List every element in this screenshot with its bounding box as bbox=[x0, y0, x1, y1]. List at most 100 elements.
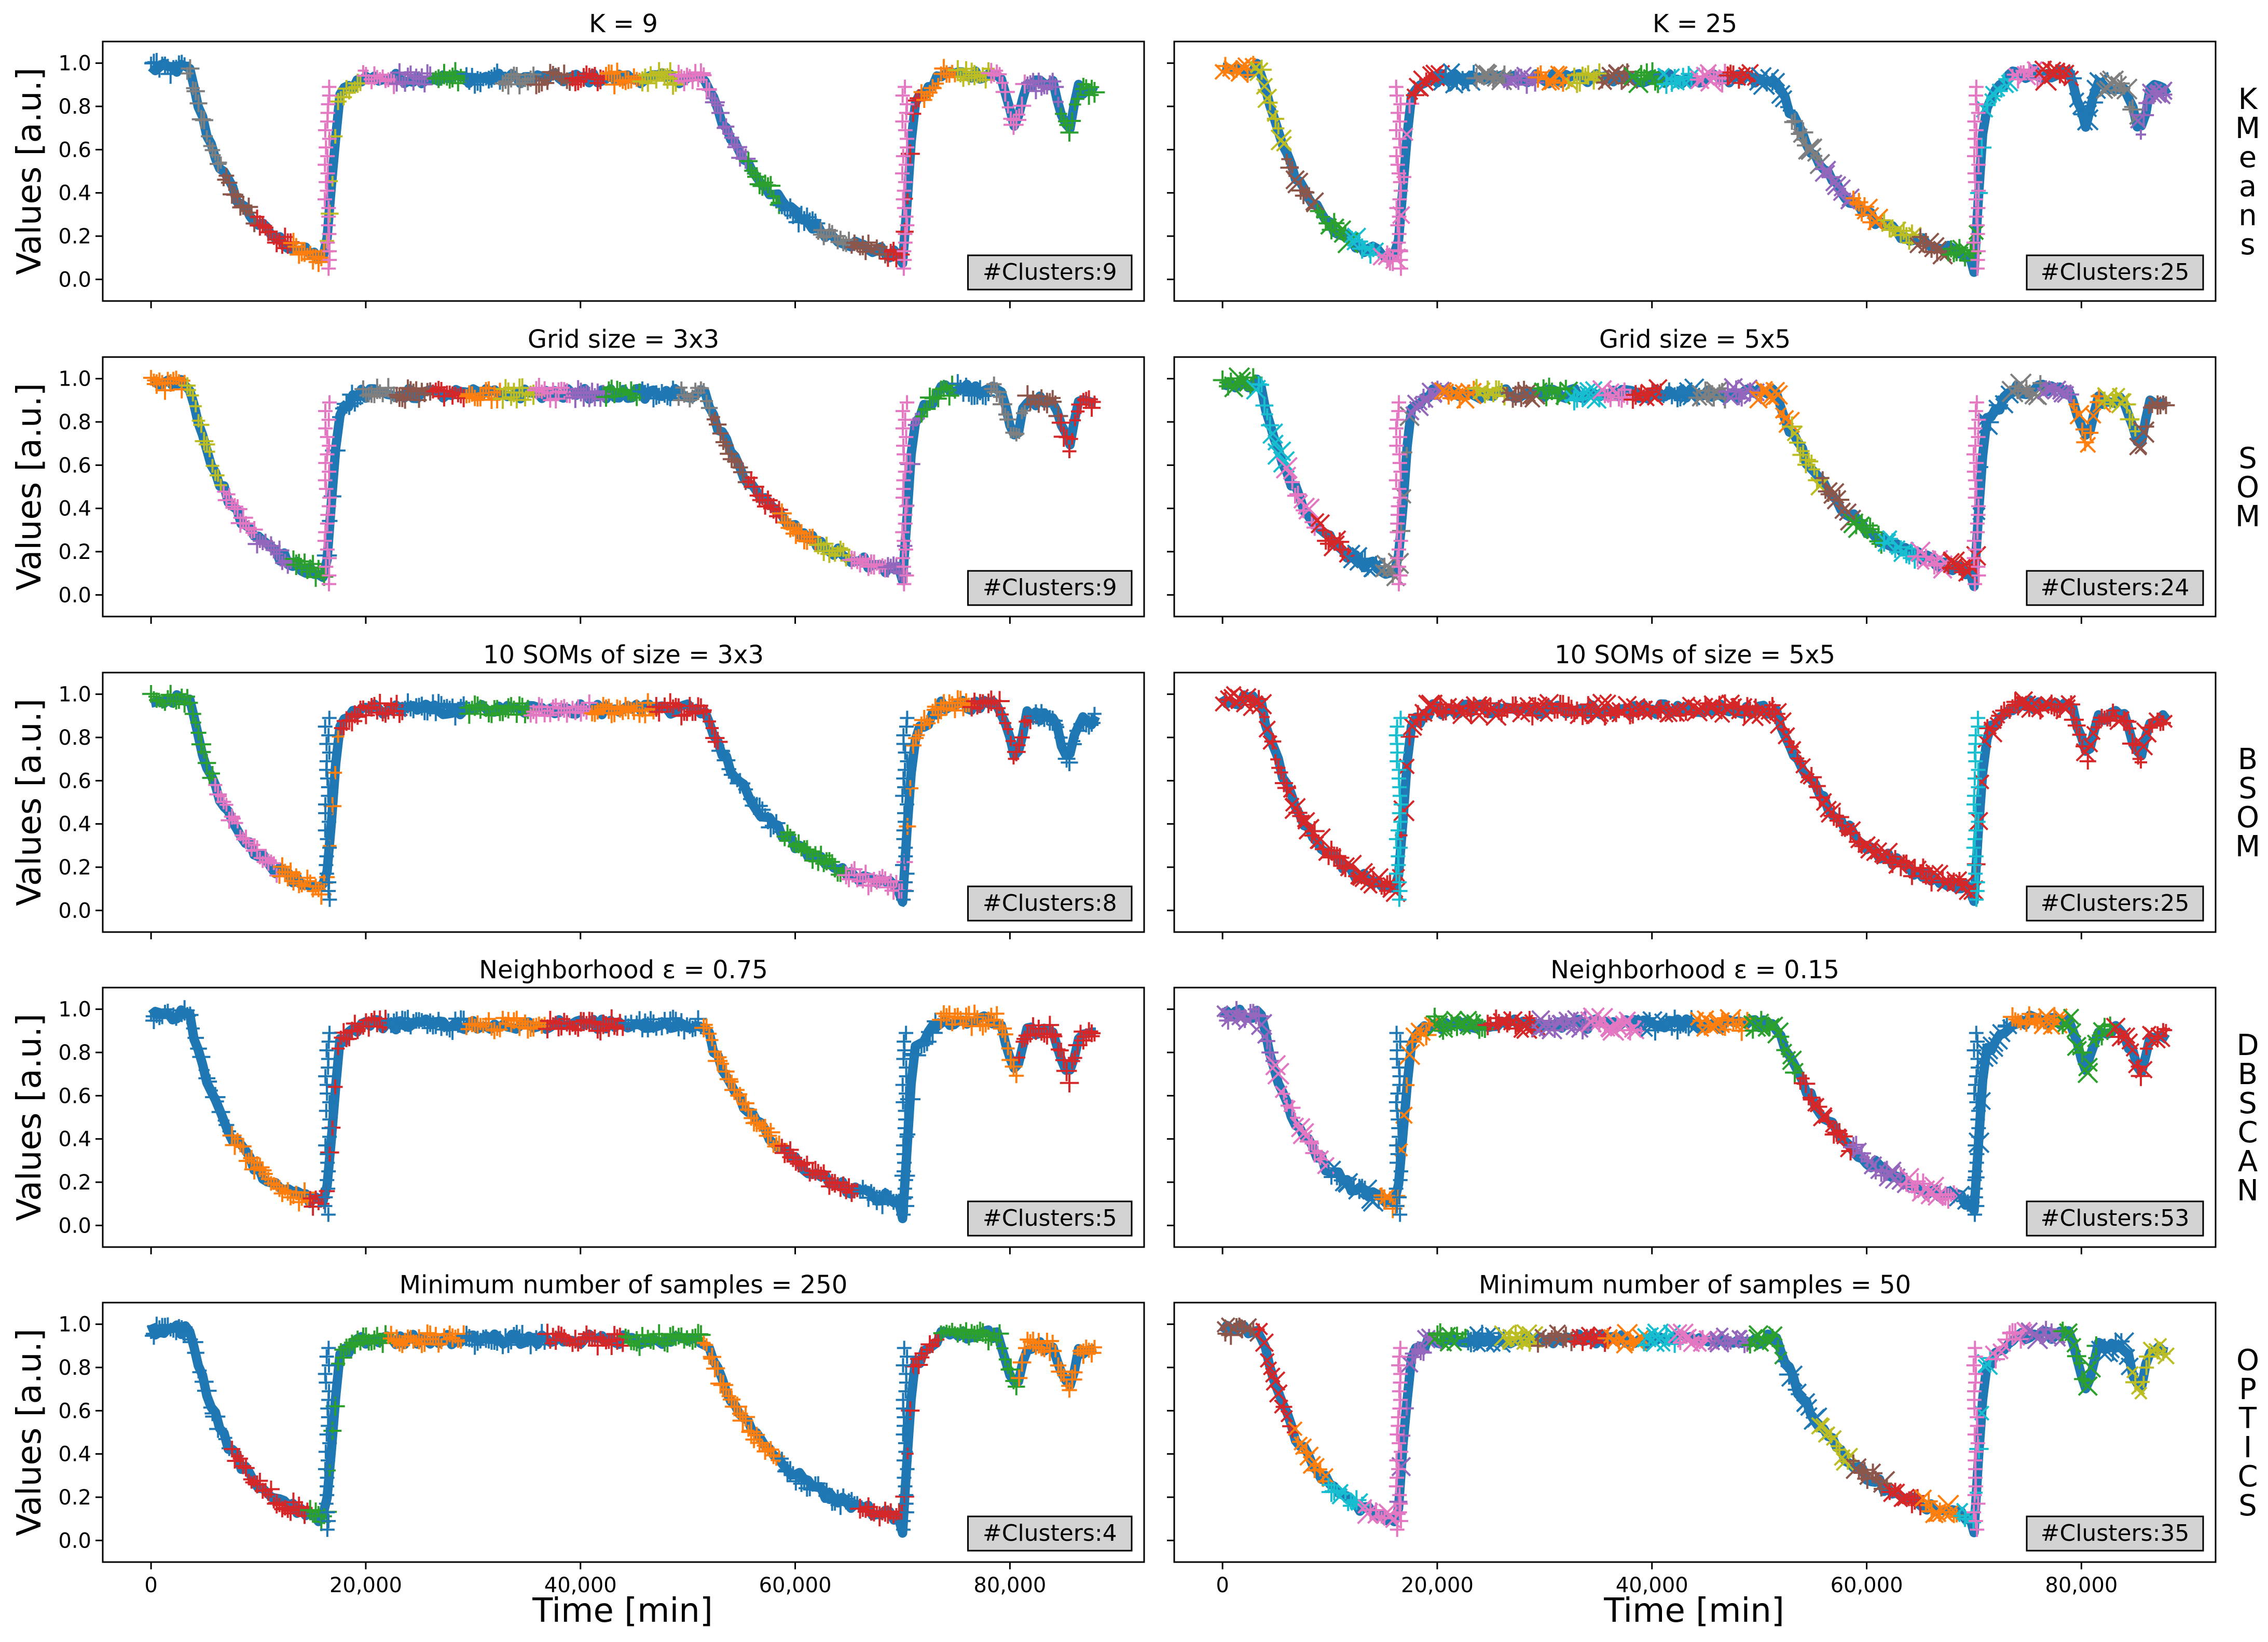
data-point bbox=[1969, 849, 1984, 864]
data-point bbox=[1771, 1339, 1784, 1352]
data-point bbox=[1393, 533, 1408, 549]
data-point bbox=[1393, 114, 1408, 129]
data-point bbox=[1970, 1198, 1985, 1213]
data-point bbox=[186, 82, 205, 101]
data-point bbox=[717, 1058, 730, 1070]
scatter-points bbox=[144, 52, 1105, 276]
data-point bbox=[1283, 785, 1296, 798]
data-point bbox=[2123, 722, 2137, 735]
data-point bbox=[896, 728, 911, 743]
data-point bbox=[320, 1146, 335, 1161]
panel-title: Grid size = 3x3 bbox=[528, 325, 719, 354]
data-point bbox=[682, 392, 697, 408]
data-point bbox=[691, 63, 711, 83]
data-point bbox=[1355, 1181, 1374, 1200]
data-point bbox=[1700, 70, 1722, 92]
data-point bbox=[1971, 559, 1986, 574]
data-point bbox=[778, 1463, 791, 1476]
data-point bbox=[197, 1381, 217, 1401]
data-point bbox=[1255, 396, 1274, 415]
data-point bbox=[1299, 1132, 1319, 1151]
data-point bbox=[1249, 690, 1268, 708]
data-point bbox=[779, 824, 795, 840]
data-point bbox=[798, 840, 817, 859]
data-point bbox=[810, 845, 831, 866]
data-point bbox=[2157, 396, 2175, 414]
data-point bbox=[1775, 90, 1793, 108]
data-point bbox=[1393, 97, 1408, 112]
plot-frame bbox=[1173, 1302, 2217, 1563]
data-point bbox=[1285, 474, 1300, 490]
data-point bbox=[1849, 197, 1863, 211]
data-point bbox=[219, 798, 233, 812]
data-point bbox=[1273, 451, 1295, 473]
data-point bbox=[1312, 1145, 1323, 1157]
data-point bbox=[703, 1347, 722, 1366]
data-point bbox=[1959, 254, 1971, 267]
data-point bbox=[895, 525, 910, 540]
data-point bbox=[182, 1332, 203, 1353]
data-point bbox=[1918, 232, 1940, 254]
data-point bbox=[1012, 1353, 1032, 1372]
data-point bbox=[1247, 1006, 1266, 1024]
data-point bbox=[2119, 1348, 2136, 1365]
data-point bbox=[900, 710, 915, 726]
data-point bbox=[1037, 392, 1057, 414]
data-point bbox=[1869, 535, 1882, 548]
data-point bbox=[1067, 1050, 1082, 1065]
data-point bbox=[337, 722, 350, 735]
data-point bbox=[182, 1332, 198, 1347]
data-point bbox=[945, 1017, 959, 1032]
data-point bbox=[1967, 148, 1982, 163]
data-point bbox=[2063, 386, 2079, 403]
data-point bbox=[318, 404, 333, 419]
data-point bbox=[899, 157, 914, 172]
data-point bbox=[323, 487, 341, 505]
data-point bbox=[1390, 1470, 1405, 1485]
data-point bbox=[2018, 1016, 2035, 1032]
data-point bbox=[1800, 1399, 1818, 1416]
data-point bbox=[908, 730, 924, 746]
data-point bbox=[890, 875, 903, 887]
data-point bbox=[181, 59, 200, 78]
data-point bbox=[900, 754, 915, 769]
data-point bbox=[784, 828, 796, 841]
data-point bbox=[2088, 1352, 2099, 1364]
data-point bbox=[1822, 1115, 1835, 1128]
data-point bbox=[1937, 1494, 1959, 1516]
data-point bbox=[1392, 209, 1407, 224]
data-point bbox=[1821, 167, 1841, 187]
data-point bbox=[1823, 805, 1844, 826]
data-point bbox=[488, 386, 501, 399]
data-point bbox=[1969, 1094, 1984, 1110]
data-point bbox=[308, 252, 329, 272]
data-point bbox=[1704, 699, 1718, 713]
data-point bbox=[1905, 550, 1925, 569]
data-point bbox=[1392, 192, 1407, 207]
data-point bbox=[1251, 59, 1272, 80]
data-point bbox=[1391, 166, 1406, 181]
data-point bbox=[1859, 836, 1876, 853]
data-point bbox=[1969, 79, 1984, 94]
data-point bbox=[1808, 777, 1826, 795]
data-point bbox=[2130, 1059, 2146, 1074]
data-point bbox=[1255, 1333, 1274, 1352]
data-point bbox=[724, 1079, 745, 1100]
data-point bbox=[195, 1372, 214, 1391]
data-point bbox=[796, 1472, 812, 1488]
cluster-count-text: #Clusters:8 bbox=[983, 890, 1117, 916]
data-point bbox=[1796, 444, 1810, 458]
data-point bbox=[996, 76, 1009, 89]
y-tick-label: 0.4 bbox=[58, 182, 91, 206]
x-tick-label: 60,000 bbox=[759, 1573, 832, 1597]
data-point bbox=[2077, 109, 2099, 131]
data-point bbox=[896, 1453, 911, 1468]
data-point bbox=[1040, 1016, 1060, 1034]
data-point bbox=[1040, 712, 1054, 726]
data-point bbox=[754, 801, 771, 818]
data-point bbox=[1971, 499, 1986, 514]
data-point bbox=[1390, 412, 1405, 427]
data-point bbox=[1393, 1392, 1408, 1407]
data-point bbox=[320, 1522, 335, 1537]
data-point bbox=[2139, 1360, 2154, 1375]
